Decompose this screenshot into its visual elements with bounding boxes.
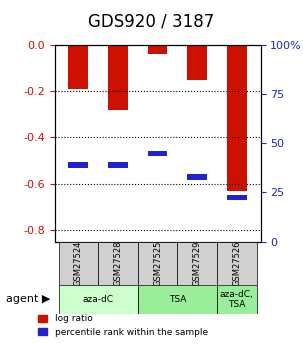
FancyBboxPatch shape	[98, 241, 138, 285]
Bar	[227, 195, 247, 200]
Text: GSM27525: GSM27525	[153, 240, 162, 286]
Text: agent ▶: agent ▶	[6, 295, 50, 304]
Text: aza-dC: aza-dC	[83, 295, 114, 304]
Bar	[68, 45, 88, 89]
FancyBboxPatch shape	[217, 285, 257, 314]
Bar	[108, 45, 128, 110]
Bar	[227, 45, 247, 190]
Text: GSM27526: GSM27526	[232, 240, 241, 286]
Text: TSA: TSA	[169, 295, 186, 304]
Text: GSM27524: GSM27524	[74, 240, 83, 286]
Bar	[68, 162, 88, 168]
FancyBboxPatch shape	[138, 241, 177, 285]
Legend: log ratio, percentile rank within the sample: log ratio, percentile rank within the sa…	[35, 311, 211, 341]
Text: aza-dC,
TSA: aza-dC, TSA	[220, 289, 254, 309]
Bar	[187, 174, 207, 180]
Bar	[187, 45, 207, 80]
Bar	[148, 151, 168, 157]
FancyBboxPatch shape	[58, 241, 98, 285]
Text: GSM27528: GSM27528	[113, 240, 122, 286]
Bar	[148, 45, 168, 54]
FancyBboxPatch shape	[217, 241, 257, 285]
Text: GDS920 / 3187: GDS920 / 3187	[88, 12, 215, 30]
Text: GSM27529: GSM27529	[193, 240, 202, 286]
Bar	[108, 162, 128, 168]
FancyBboxPatch shape	[138, 285, 217, 314]
FancyBboxPatch shape	[177, 241, 217, 285]
FancyBboxPatch shape	[58, 285, 138, 314]
